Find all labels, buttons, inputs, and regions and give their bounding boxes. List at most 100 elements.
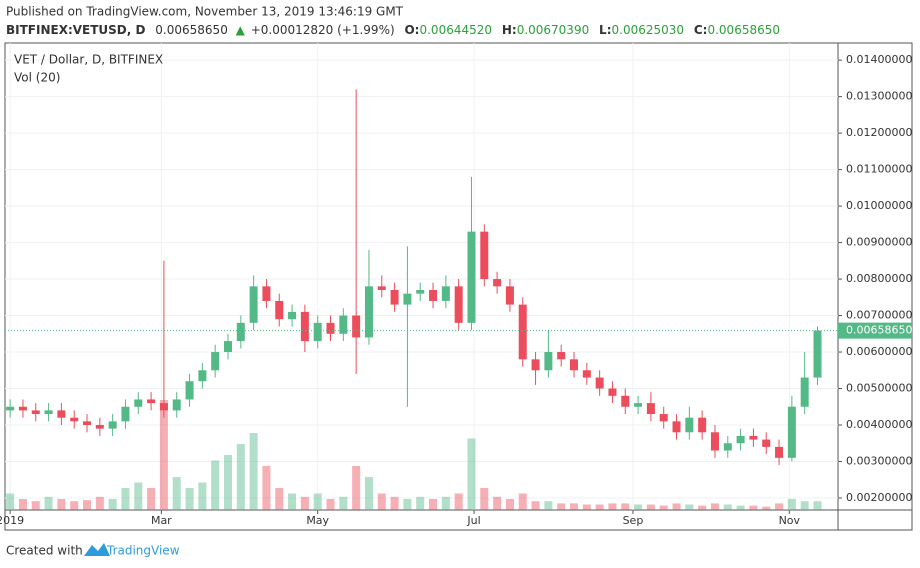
candle-body xyxy=(377,286,386,290)
candle-body xyxy=(57,410,66,418)
close-value: 0.00658650 xyxy=(707,23,780,37)
candle-body xyxy=(326,322,335,334)
candle-body xyxy=(672,421,681,433)
candle-body xyxy=(159,403,168,411)
y-tick-label: 0.00800000 xyxy=(846,272,912,285)
y-tick-label: 0.01100000 xyxy=(846,163,912,176)
candle-body xyxy=(505,286,514,305)
y-tick-label: 0.00400000 xyxy=(846,418,912,431)
volume-bar xyxy=(18,499,27,510)
candle-body xyxy=(416,289,425,294)
candle-body xyxy=(467,231,476,323)
volume-bar xyxy=(787,499,796,510)
legend-title: VET / Dollar, D, BITFINEX xyxy=(14,53,163,67)
open-label: O: xyxy=(404,23,419,37)
candle-body xyxy=(121,406,130,422)
candle-body xyxy=(531,359,540,371)
volume-bar xyxy=(288,493,297,510)
created-with: Created with xyxy=(6,544,83,558)
brand-logo xyxy=(84,543,110,556)
y-tick-label: 0.00300000 xyxy=(846,454,912,467)
volume-bar xyxy=(95,496,104,510)
candle-body xyxy=(262,286,271,301)
candle-body xyxy=(83,421,92,425)
volume-bar xyxy=(557,503,566,510)
axis-layer: 0.00200000 0.00300000 0.00400000 0.00500000… xyxy=(0,53,912,527)
candle-body xyxy=(544,352,553,371)
volume-bar xyxy=(634,504,643,510)
volume-bar xyxy=(672,503,681,510)
volume-bar xyxy=(685,504,694,510)
close-label: C: xyxy=(694,23,708,37)
volume-bar xyxy=(326,499,335,510)
candle-body xyxy=(762,439,771,447)
volume-bar xyxy=(429,499,438,510)
candle-body xyxy=(659,414,668,422)
volume-layer xyxy=(6,400,822,510)
volume-bar xyxy=(83,500,92,510)
y-tick-label: 0.01400000 xyxy=(846,53,912,66)
volume-bar xyxy=(454,493,463,510)
volume-bar xyxy=(6,493,15,510)
candle-body xyxy=(211,352,220,371)
candle-body xyxy=(800,377,809,407)
volume-bar xyxy=(275,488,284,510)
candle-body xyxy=(134,399,143,407)
low-value: 0.00625030 xyxy=(612,23,685,37)
frame xyxy=(4,42,913,531)
volume-bar xyxy=(800,501,809,510)
last-price: 0.00658650 xyxy=(155,23,228,37)
y-tick-label: 0.00900000 xyxy=(846,236,912,249)
candle-body xyxy=(787,406,796,458)
candle-body xyxy=(710,432,719,451)
volume-bar xyxy=(185,488,194,510)
candle-body xyxy=(223,341,232,353)
volume-bar xyxy=(595,504,604,510)
volume-bar xyxy=(762,506,771,510)
y-tick-label: 0.01200000 xyxy=(846,126,912,139)
up-arrow: ▲ xyxy=(236,23,246,37)
volume-bar xyxy=(416,496,425,510)
volume-bar xyxy=(518,493,527,510)
candle-body xyxy=(275,300,284,320)
grid xyxy=(5,43,838,510)
candle-body xyxy=(608,388,617,396)
candle-body xyxy=(249,286,258,323)
volume-bar xyxy=(749,505,758,510)
candle-body xyxy=(595,377,604,389)
volume-bar xyxy=(813,501,822,510)
candle-body xyxy=(390,289,399,305)
x-tick-label: Sep xyxy=(623,514,644,527)
candle-layer xyxy=(6,89,822,466)
volume-bar xyxy=(172,477,181,510)
volume-bar xyxy=(377,493,386,510)
y-tick-label: 0.00600000 xyxy=(846,345,912,358)
volume-bar xyxy=(159,400,168,510)
candle-body xyxy=(813,330,822,378)
volume-bar xyxy=(710,503,719,510)
candle-body xyxy=(736,435,745,444)
candle-body xyxy=(570,359,579,371)
candle-body xyxy=(749,435,758,440)
y-tick-label: 0.00500000 xyxy=(846,382,912,395)
volume-bar xyxy=(505,499,514,510)
volume-bar xyxy=(57,499,66,510)
y-tick-label: 0.00200000 xyxy=(846,491,912,504)
volume-bar xyxy=(198,482,207,510)
brand[interactable]: TradingView xyxy=(106,544,180,558)
volume-bar xyxy=(467,438,476,510)
candle-body xyxy=(147,399,156,404)
candle-body xyxy=(429,289,438,301)
candle-body xyxy=(18,406,27,411)
candle-body xyxy=(775,446,784,458)
volume-bar xyxy=(339,496,348,510)
candle-body xyxy=(698,417,707,433)
candle-body xyxy=(44,410,53,415)
volume-bar xyxy=(480,488,489,510)
x-tick-label: Mar xyxy=(151,514,172,527)
volume-bar xyxy=(121,488,130,510)
x-tick-label: May xyxy=(306,514,329,527)
candle-body xyxy=(70,417,79,422)
